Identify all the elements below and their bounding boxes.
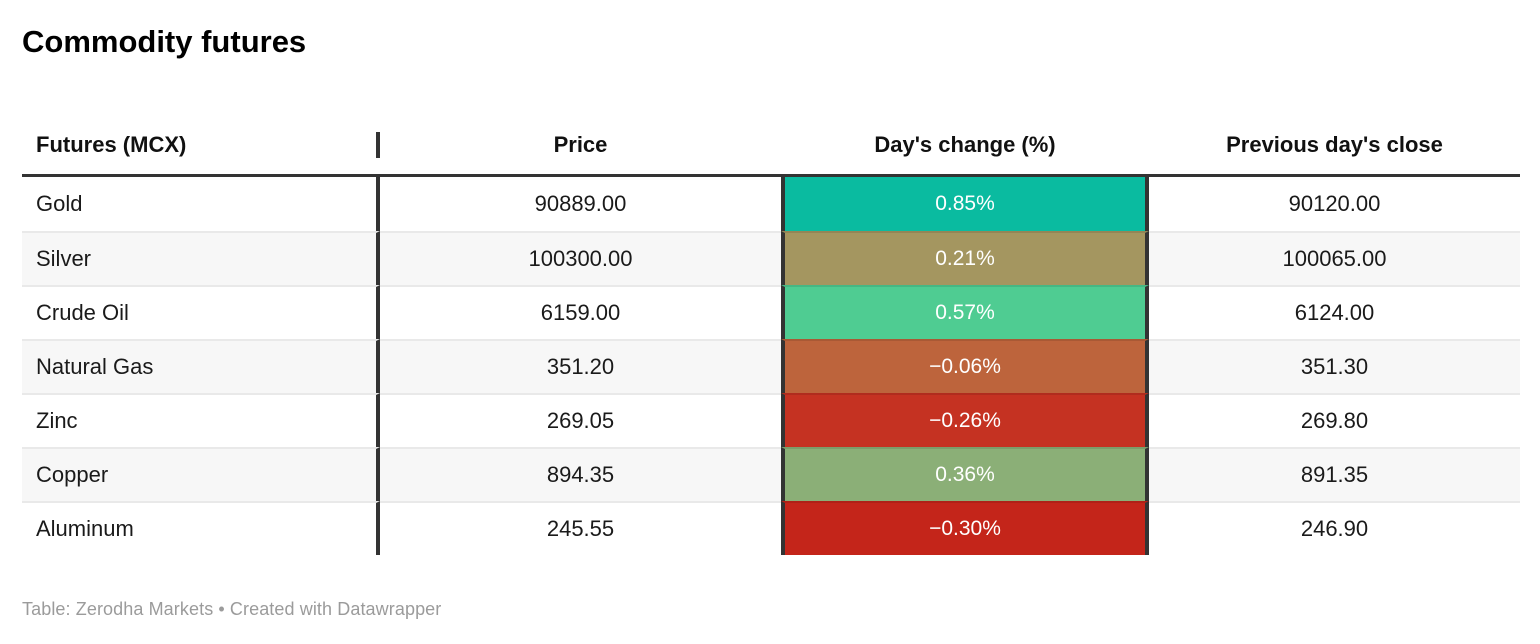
- table-row-copper: Copper 894.35 0.36% 891.35: [22, 447, 1520, 501]
- cell-future: Aluminum: [22, 501, 380, 555]
- cell-prev-close: 6124.00: [1149, 285, 1520, 339]
- cell-future: Zinc: [22, 393, 380, 447]
- cell-prev-close: 891.35: [1149, 447, 1520, 501]
- table-row-gold: Gold 90889.00 0.85% 90120.00: [22, 177, 1520, 231]
- cell-days-change: −0.30%: [781, 501, 1149, 555]
- cell-price: 90889.00: [380, 177, 781, 231]
- cell-prev-close: 246.90: [1149, 501, 1520, 555]
- cell-prev-close: 351.30: [1149, 339, 1520, 393]
- table-row-crude-oil: Crude Oil 6159.00 0.57% 6124.00: [22, 285, 1520, 339]
- cell-prev-close: 90120.00: [1149, 177, 1520, 231]
- cell-days-change: 0.85%: [781, 177, 1149, 231]
- cell-price: 100300.00: [380, 231, 781, 285]
- cell-prev-close: 100065.00: [1149, 231, 1520, 285]
- column-header-futures: Futures (MCX): [22, 131, 380, 158]
- cell-future: Gold: [22, 177, 380, 231]
- column-header-price: Price: [553, 131, 608, 157]
- table-header-row: Futures (MCX) Price Day's change (%) Pre…: [22, 115, 1520, 177]
- cell-price: 351.20: [380, 339, 781, 393]
- cell-future: Silver: [22, 231, 380, 285]
- cell-price: 245.55: [380, 501, 781, 555]
- cell-price: 6159.00: [380, 285, 781, 339]
- column-header-days-change: Day's change (%): [874, 131, 1056, 157]
- commodity-futures-table: Futures (MCX) Price Day's change (%) Pre…: [22, 115, 1520, 555]
- cell-days-change: −0.06%: [781, 339, 1149, 393]
- cell-days-change: 0.21%: [781, 231, 1149, 285]
- cell-future: Copper: [22, 447, 380, 501]
- cell-price: 894.35: [380, 447, 781, 501]
- cell-days-change: 0.36%: [781, 447, 1149, 501]
- table-row-silver: Silver 100300.00 0.21% 100065.00: [22, 231, 1520, 285]
- cell-days-change: −0.26%: [781, 393, 1149, 447]
- page-title: Commodity futures: [22, 24, 307, 59]
- cell-prev-close: 269.80: [1149, 393, 1520, 447]
- table-row-aluminum: Aluminum 245.55 −0.30% 246.90: [22, 501, 1520, 555]
- table-row-natural-gas: Natural Gas 351.20 −0.06% 351.30: [22, 339, 1520, 393]
- page: Commodity futures Futures (MCX) Price Da…: [22, 24, 1520, 619]
- column-header-prev-close: Previous day's close: [1226, 131, 1443, 157]
- cell-days-change: 0.57%: [781, 285, 1149, 339]
- cell-future: Natural Gas: [22, 339, 380, 393]
- cell-future: Crude Oil: [22, 285, 380, 339]
- cell-price: 269.05: [380, 393, 781, 447]
- table-attribution: Table: Zerodha Markets • Created with Da…: [22, 599, 442, 619]
- table-body: Gold 90889.00 0.85% 90120.00 Silver 1003…: [22, 177, 1520, 555]
- table-row-zinc: Zinc 269.05 −0.26% 269.80: [22, 393, 1520, 447]
